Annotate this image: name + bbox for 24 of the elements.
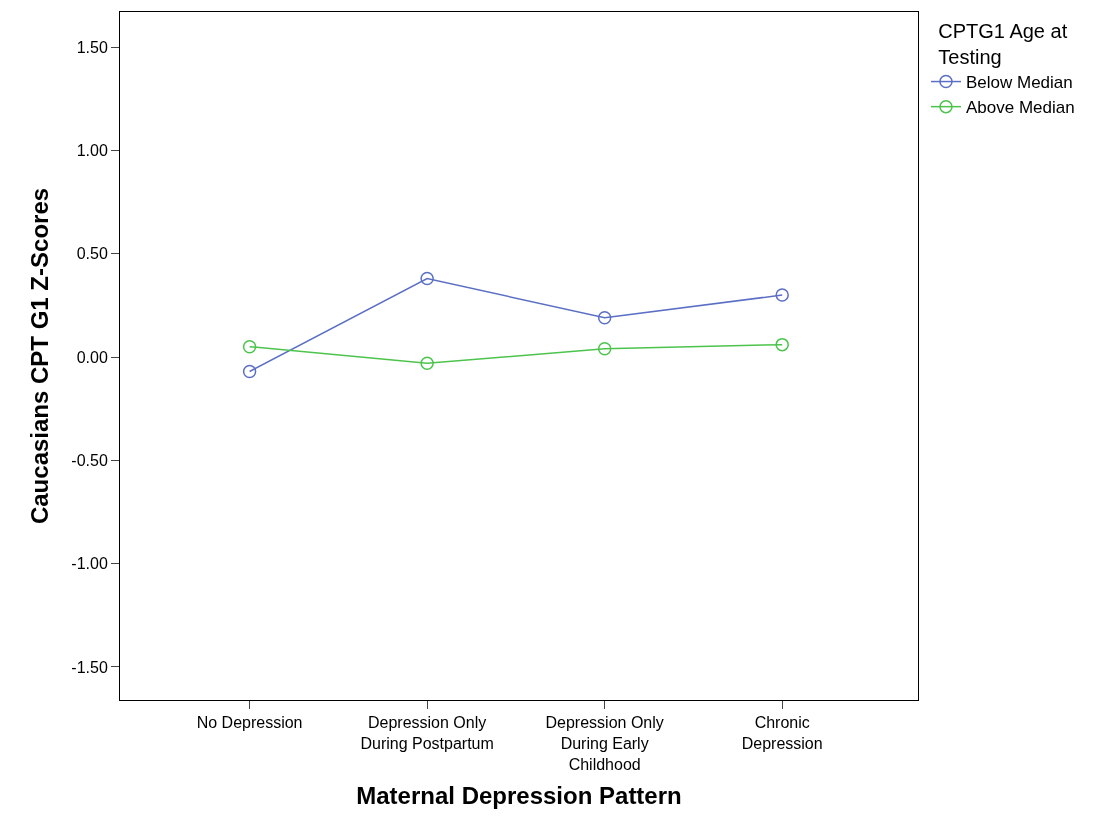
y-tick-label: -0.50 [71,451,108,469]
y-tick-label: -1.00 [71,555,108,573]
x-tick-label: No Depression [196,714,303,732]
y-axis-title: Caucasians CPT G1 Z-Scores [26,187,54,525]
y-tick-label: 0.50 [76,245,108,263]
point [775,288,789,302]
point [420,356,434,370]
y-tick-label: 1.50 [76,38,108,56]
point [597,342,612,356]
x-tick-label: Depression Only During Postpartum [360,714,494,752]
point [597,311,612,325]
point [242,364,257,379]
y-tick-label: 0.00 [76,348,108,366]
x-tick-label: Chronic Depression [741,714,823,752]
y-tick-label: 1.00 [76,142,108,160]
legend-title: CPTG1 Age at Testing [938,20,1068,68]
y-tick-label: -1.50 [71,658,108,676]
legend-label: Above Median [965,98,1075,118]
x-tick-label: Depression Only During Early Childhood [545,714,664,773]
legend-label: Below Median [965,73,1073,93]
point [420,271,434,286]
x-axis-title: Maternal Depression Pattern [356,782,682,810]
point [242,339,257,354]
point [775,337,789,352]
